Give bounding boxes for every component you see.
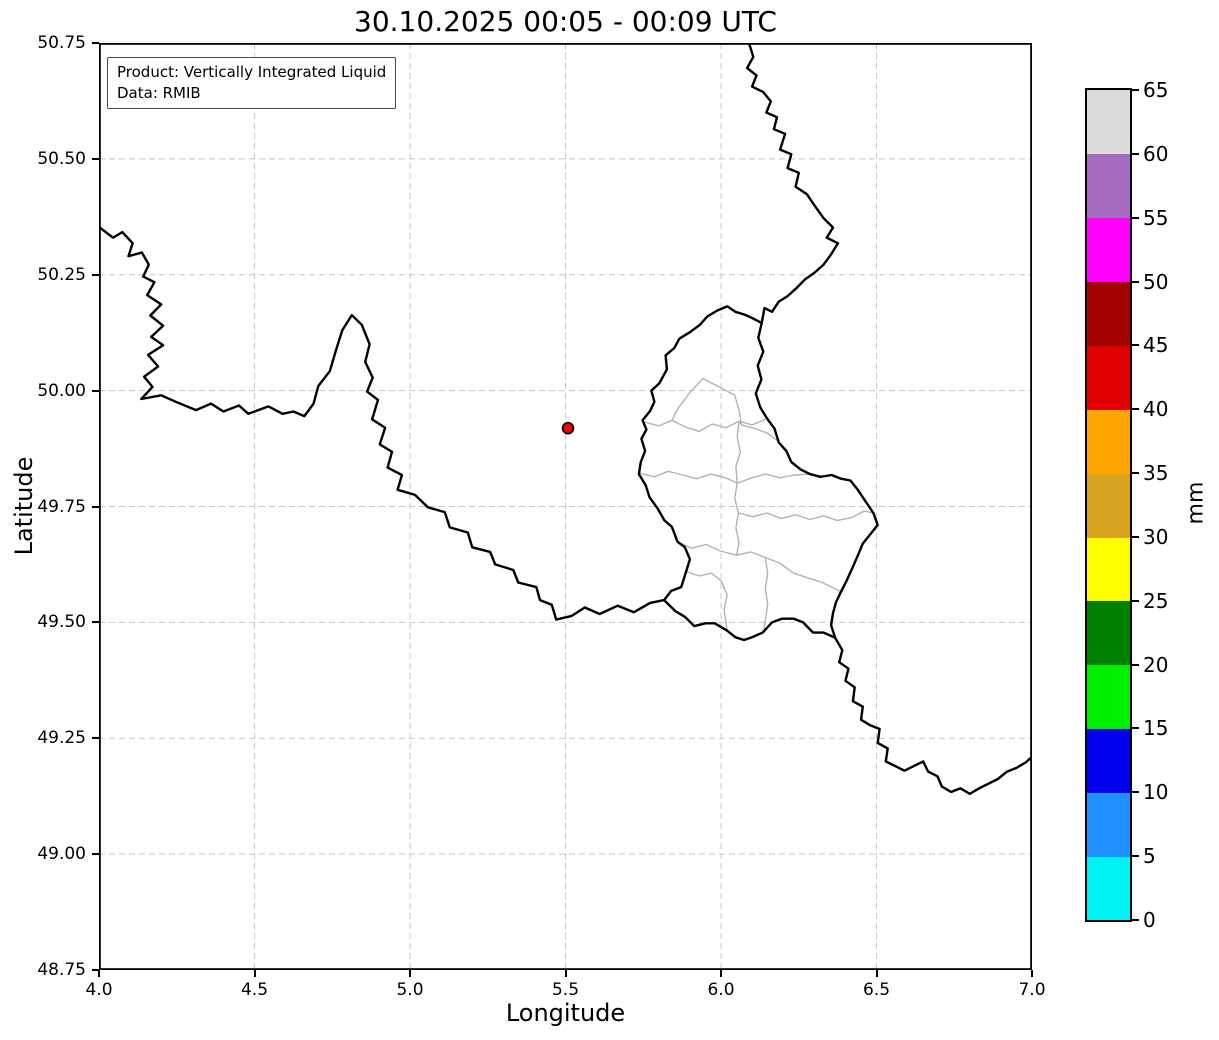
colorbar-band	[1087, 281, 1130, 346]
colorbar-band	[1087, 664, 1130, 730]
y-tick-mark	[92, 737, 99, 740]
y-tick-label: 49.25	[37, 728, 86, 749]
x-tick-label: 4.0	[85, 980, 113, 1000]
colorbar-tick-label: 20	[1143, 652, 1169, 677]
colorbar-band	[1087, 600, 1130, 666]
x-tick-mark	[875, 970, 878, 977]
colorbar-tick-mark	[1132, 663, 1139, 666]
map-plot-canvas	[99, 43, 1032, 970]
x-tick-mark	[1031, 970, 1033, 977]
district-border	[685, 570, 728, 631]
district-border	[738, 510, 874, 522]
y-tick-label: 48.75	[37, 960, 86, 980]
y-tick-label: 50.00	[37, 380, 86, 401]
country-border	[754, 321, 879, 639]
district-border	[639, 470, 810, 484]
colorbar-band	[1087, 217, 1130, 283]
colorbar-band	[1087, 792, 1130, 857]
y-tick-mark	[92, 42, 99, 44]
district-border	[677, 541, 842, 593]
colorbar-tick-mark	[1132, 919, 1139, 921]
colorbar-tick-label: 30	[1143, 524, 1169, 549]
y-tick-label: 49.75	[37, 496, 86, 517]
x-axis-label: Longitude	[505, 999, 626, 1027]
colorbar-tick-label: 60	[1143, 141, 1169, 166]
x-tick-label: 7.0	[1018, 980, 1046, 1000]
x-tick-label: 5.5	[551, 980, 580, 1000]
colorbar-frame	[1085, 88, 1132, 922]
colorbar-band	[1087, 153, 1130, 219]
y-tick-label: 50.50	[37, 148, 86, 169]
product-line: Product: Vertically Integrated Liquid	[117, 63, 387, 81]
y-tick-mark	[92, 273, 99, 276]
colorbar-tick-mark	[1132, 216, 1139, 219]
colorbar-tick-label: 5	[1143, 844, 1156, 869]
y-tick-mark	[92, 853, 99, 856]
district-border	[671, 377, 743, 426]
country-border	[99, 225, 666, 621]
country-border	[745, 43, 840, 325]
x-tick-label: 6.0	[707, 980, 735, 1000]
y-tick-label: 49.00	[37, 844, 86, 865]
y-tick-mark	[92, 157, 99, 160]
x-tick-mark	[720, 970, 722, 977]
colorbar-tick-mark	[1132, 344, 1139, 347]
x-tick-mark	[564, 970, 567, 977]
colorbar-tick-mark	[1132, 599, 1139, 602]
colorbar-band	[1087, 345, 1130, 410]
colorbar-tick-label: 15	[1143, 716, 1169, 741]
colorbar-band	[1087, 409, 1130, 474]
data-source-line: Data: RMIB	[117, 84, 201, 102]
colorbar-tick-mark	[1132, 535, 1139, 538]
x-tick-label: 5.0	[396, 980, 424, 1000]
colorbar-tick-label: 65	[1143, 78, 1169, 102]
y-tick-mark	[92, 389, 99, 392]
colorbar-tick-mark	[1132, 791, 1139, 794]
colorbar-tick-mark	[1132, 727, 1139, 730]
y-tick-mark	[92, 621, 99, 624]
colorbar-tick-mark	[1132, 408, 1139, 411]
colorbar-band	[1087, 473, 1130, 538]
colorbar-band	[1087, 536, 1130, 602]
x-tick-mark	[253, 970, 256, 977]
x-tick-mark	[409, 970, 411, 977]
y-tick-label: 50.25	[37, 264, 86, 285]
y-tick-label: 50.75	[37, 33, 86, 53]
colorbar-tick-label: 45	[1143, 333, 1169, 358]
district-border	[734, 421, 741, 556]
colorbar-tick-mark	[1132, 472, 1139, 475]
district-border	[741, 424, 780, 443]
x-tick-label: 6.5	[862, 980, 891, 1000]
colorbar-tick-label: 35	[1143, 461, 1169, 486]
colorbar-tick-mark	[1132, 855, 1139, 858]
colorbar-band	[1087, 728, 1130, 793]
y-tick-mark	[92, 505, 99, 508]
y-tick-mark	[92, 969, 99, 971]
radar-site-marker	[561, 421, 575, 435]
x-tick-mark	[98, 970, 100, 977]
product-info-box: Product: Vertically Integrated Liquid Da…	[107, 57, 397, 109]
country-border	[662, 598, 837, 642]
colorbar-tick-mark	[1132, 280, 1139, 283]
x-tick-label: 4.5	[240, 980, 269, 1000]
y-tick-label: 49.50	[37, 612, 86, 633]
country-border	[833, 636, 1032, 796]
colorbar-tick-mark	[1132, 89, 1139, 91]
district-border	[644, 418, 766, 433]
colorbar-unit-label: mm	[1183, 481, 1209, 525]
colorbar-tick-label: 55	[1143, 205, 1169, 230]
country-border	[637, 305, 763, 602]
colorbar-tick-label: 25	[1143, 588, 1169, 613]
colorbar-band	[1087, 90, 1130, 155]
colorbar-tick-label: 10	[1143, 780, 1169, 805]
colorbar-band	[1087, 856, 1130, 921]
colorbar-tick-label: 40	[1143, 397, 1169, 422]
district-border	[763, 557, 769, 631]
figure-title: 30.10.2025 00:05 - 00:09 UTC	[354, 5, 777, 38]
colorbar-tick-label: 0	[1143, 908, 1156, 932]
colorbar-tick-mark	[1132, 152, 1139, 155]
plot-frame	[99, 43, 1032, 970]
colorbar-tick-label: 50	[1143, 269, 1169, 294]
